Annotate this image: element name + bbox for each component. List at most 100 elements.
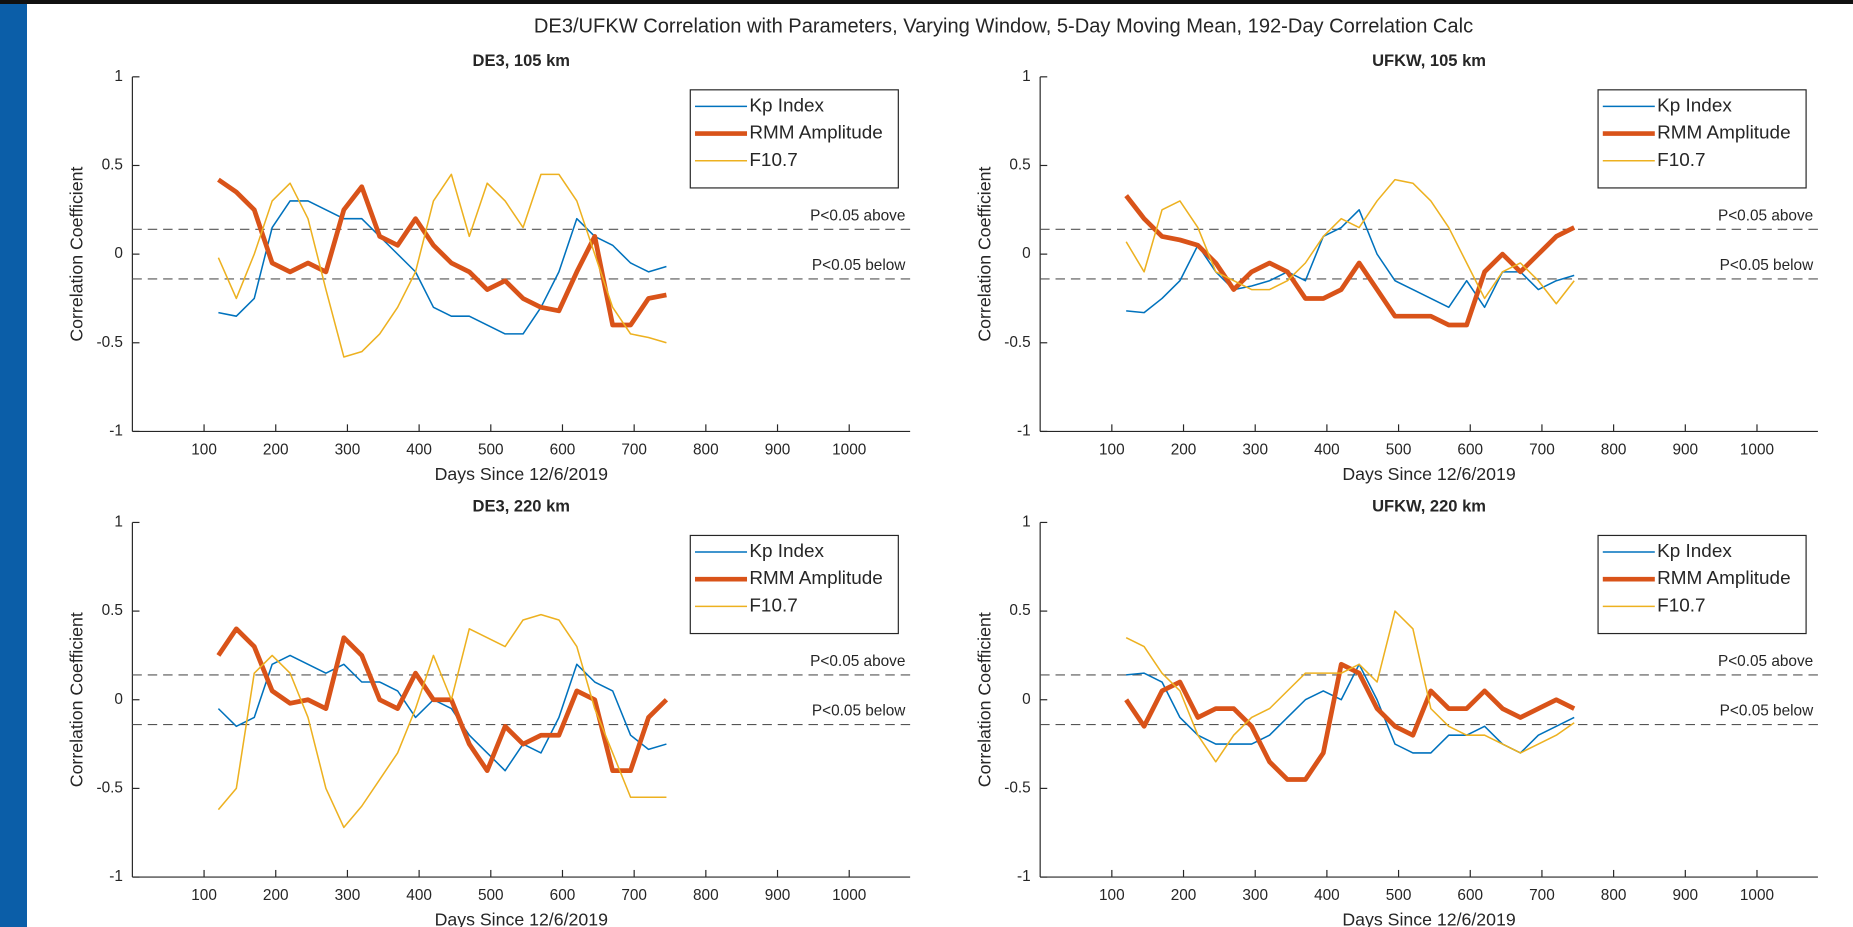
threshold-label: P<0.05 below — [1720, 257, 1814, 274]
y-tick-label: 1 — [114, 514, 123, 531]
side-band — [0, 0, 27, 927]
x-tick-label: 900 — [765, 441, 791, 458]
legend-label: Kp Index — [1657, 541, 1732, 562]
y-tick-label: 1 — [1022, 514, 1031, 531]
x-tick-label: 800 — [1601, 441, 1627, 458]
x-tick-label: 700 — [1529, 887, 1555, 904]
x-tick-label: 900 — [1672, 887, 1698, 904]
x-tick-label: 300 — [1242, 441, 1268, 458]
series-line — [1125, 178, 1575, 305]
y-tick-label: -1 — [109, 422, 123, 439]
y-tick-label: 0.5 — [1009, 602, 1030, 619]
legend-label: RMM Amplitude — [749, 123, 882, 144]
y-tick-label: 0.5 — [102, 157, 123, 174]
y-tick-label: -0.5 — [1004, 779, 1030, 796]
legend-label: F10.7 — [1657, 595, 1705, 616]
series-line — [217, 173, 667, 358]
threshold-label: P<0.05 above — [810, 207, 905, 224]
series-line — [217, 177, 667, 328]
x-tick-label: 900 — [1672, 441, 1698, 458]
legend-label: RMM Amplitude — [1657, 123, 1790, 144]
top-band — [0, 0, 1853, 4]
subplot-title: DE3, 105 km — [473, 51, 570, 70]
x-axis-label: Days Since 12/6/2019 — [435, 464, 609, 484]
x-tick-label: 100 — [1099, 441, 1125, 458]
x-tick-label: 100 — [191, 887, 217, 904]
subplot-title: UFKW, 220 km — [1372, 496, 1486, 515]
x-tick-label: 900 — [765, 887, 791, 904]
x-tick-label: 1000 — [832, 441, 866, 458]
y-tick-label: -0.5 — [96, 779, 122, 796]
subplot-title: UFKW, 105 km — [1372, 51, 1486, 70]
x-tick-label: 700 — [1529, 441, 1555, 458]
y-tick-label: -0.5 — [1004, 334, 1030, 351]
subplot: UFKW, 105 km -1 -0.5 0 0.5 1 100 200 300 400 500 60… — [974, 51, 1818, 484]
series-line — [218, 200, 667, 335]
figure-title: DE3/UFKW Correlation with Parameters, Va… — [534, 15, 1473, 37]
threshold-label: P<0.05 below — [812, 257, 906, 274]
x-tick-label: 500 — [478, 887, 504, 904]
legend-label: RMM Amplitude — [749, 568, 882, 589]
x-tick-label: 800 — [1601, 887, 1627, 904]
x-tick-label: 200 — [1171, 887, 1197, 904]
y-tick-label: -0.5 — [96, 334, 122, 351]
subplot: DE3, 220 km -1 -0.5 0 0.5 1 100 200 300 400 500 600… — [67, 496, 911, 927]
y-tick-label: 0 — [1022, 245, 1031, 262]
y-tick-label: -1 — [1017, 422, 1031, 439]
x-tick-label: 300 — [335, 441, 361, 458]
x-axis-label: Days Since 12/6/2019 — [435, 909, 609, 927]
x-tick-label: 300 — [1242, 887, 1268, 904]
series-line — [1124, 194, 1576, 328]
y-axis-label: Correlation Coefficient — [67, 167, 87, 342]
x-tick-label: 400 — [406, 441, 432, 458]
threshold-label: P<0.05 below — [812, 703, 906, 720]
x-tick-label: 800 — [693, 441, 719, 458]
x-tick-label: 1000 — [1740, 887, 1774, 904]
threshold-label: P<0.05 above — [1718, 653, 1813, 670]
y-tick-label: 0 — [1022, 691, 1031, 708]
threshold-label: P<0.05 above — [810, 653, 905, 670]
y-tick-label: -1 — [109, 868, 123, 885]
x-tick-label: 500 — [1386, 441, 1412, 458]
x-axis-label: Days Since 12/6/2019 — [1342, 909, 1516, 927]
x-tick-label: 600 — [550, 887, 576, 904]
y-tick-label: 0.5 — [1009, 157, 1030, 174]
y-tick-label: -1 — [1017, 868, 1031, 885]
x-tick-label: 600 — [1457, 441, 1483, 458]
subplot: DE3, 105 km -1 -0.5 0 0.5 1 100 200 300 400 500 600… — [67, 51, 911, 484]
x-tick-label: 600 — [1457, 887, 1483, 904]
x-tick-label: 800 — [693, 887, 719, 904]
x-tick-label: 100 — [191, 441, 217, 458]
x-tick-label: 200 — [263, 441, 289, 458]
x-axis-label: Days Since 12/6/2019 — [1342, 464, 1516, 484]
x-tick-label: 600 — [550, 441, 576, 458]
x-tick-label: 400 — [1314, 887, 1340, 904]
threshold-label: P<0.05 below — [1720, 703, 1814, 720]
legend-box — [1597, 534, 1807, 635]
x-tick-label: 500 — [1386, 887, 1412, 904]
legend-label: F10.7 — [749, 595, 797, 616]
series-line — [217, 654, 667, 772]
x-tick-label: 700 — [621, 887, 647, 904]
legend-label: Kp Index — [1657, 95, 1732, 116]
x-tick-label: 400 — [1314, 441, 1340, 458]
series-line — [1125, 610, 1575, 763]
legend-label: F10.7 — [1657, 150, 1705, 171]
subplot: UFKW, 220 km -1 -0.5 0 0.5 1 100 200 300 400 500 60… — [974, 496, 1818, 927]
x-tick-label: 300 — [335, 887, 361, 904]
y-tick-label: 0.5 — [102, 602, 123, 619]
x-tick-label: 400 — [406, 887, 432, 904]
y-tick-label: 0 — [114, 245, 123, 262]
x-tick-label: 700 — [621, 441, 647, 458]
x-tick-label: 500 — [478, 441, 504, 458]
y-tick-label: 1 — [114, 68, 123, 85]
y-tick-label: 0 — [114, 691, 123, 708]
legend-label: F10.7 — [749, 150, 797, 171]
x-tick-label: 100 — [1099, 887, 1125, 904]
y-axis-label: Correlation Coefficient — [974, 612, 994, 787]
x-tick-label: 1000 — [832, 887, 866, 904]
series-line — [1126, 663, 1575, 754]
x-tick-label: 1000 — [1740, 441, 1774, 458]
